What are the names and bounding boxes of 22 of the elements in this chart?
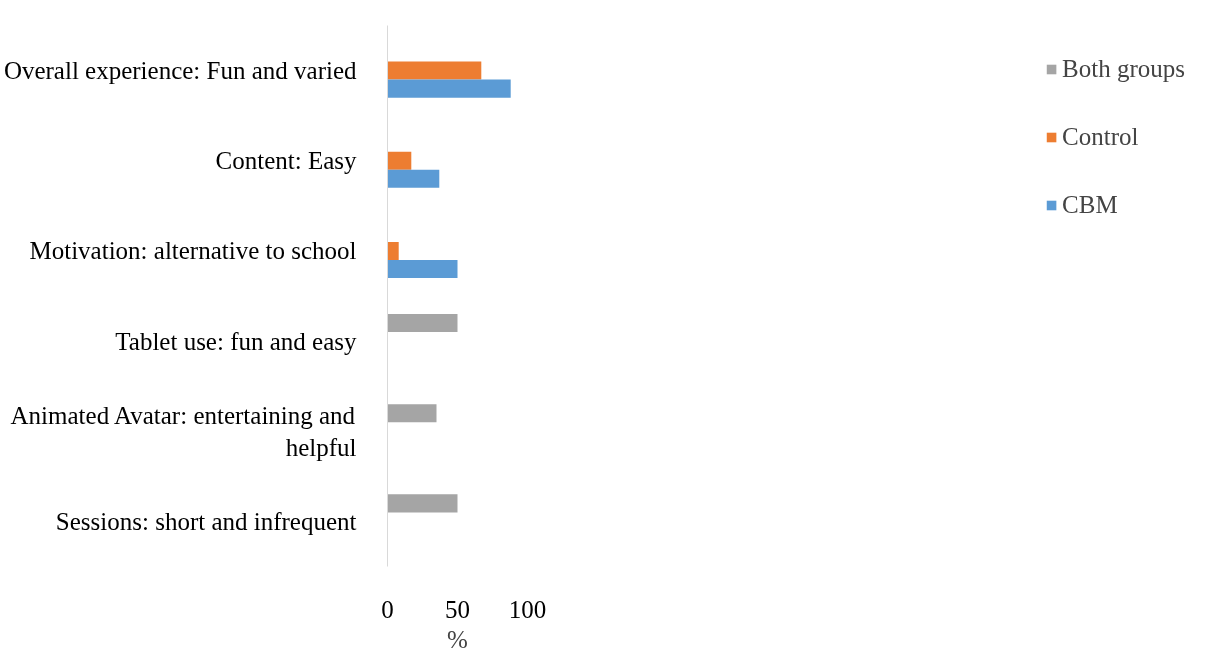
legend-label: Both groups bbox=[1062, 55, 1185, 83]
bar bbox=[387, 151, 412, 170]
bar bbox=[387, 494, 458, 513]
x-tick-label: 100 bbox=[508, 595, 547, 623]
y-tick-label: Animated Avatar: entertaining and helpful bbox=[10, 401, 357, 461]
legend-label: Control bbox=[1062, 123, 1139, 151]
bar bbox=[387, 79, 511, 98]
y-tick-label: Tablet use: fun and easy bbox=[115, 327, 357, 355]
x-tick-label: 0 bbox=[381, 595, 394, 623]
bar bbox=[387, 61, 482, 80]
legend-label: CBM bbox=[1062, 191, 1119, 219]
bar bbox=[387, 404, 437, 423]
x-axis-title: % bbox=[447, 625, 468, 653]
x-tick-label: 50 bbox=[445, 595, 470, 623]
y-tick-label: Content: Easy bbox=[215, 147, 357, 175]
bar bbox=[387, 314, 458, 333]
y-tick-label: Sessions: short and infrequent bbox=[55, 507, 357, 535]
bar bbox=[387, 259, 458, 278]
bar bbox=[387, 169, 440, 188]
y-tick-label: Motivation: alternative to school bbox=[29, 237, 357, 265]
bar bbox=[387, 241, 399, 260]
y-tick-label: Overall experience: Fun and varied bbox=[3, 57, 357, 85]
